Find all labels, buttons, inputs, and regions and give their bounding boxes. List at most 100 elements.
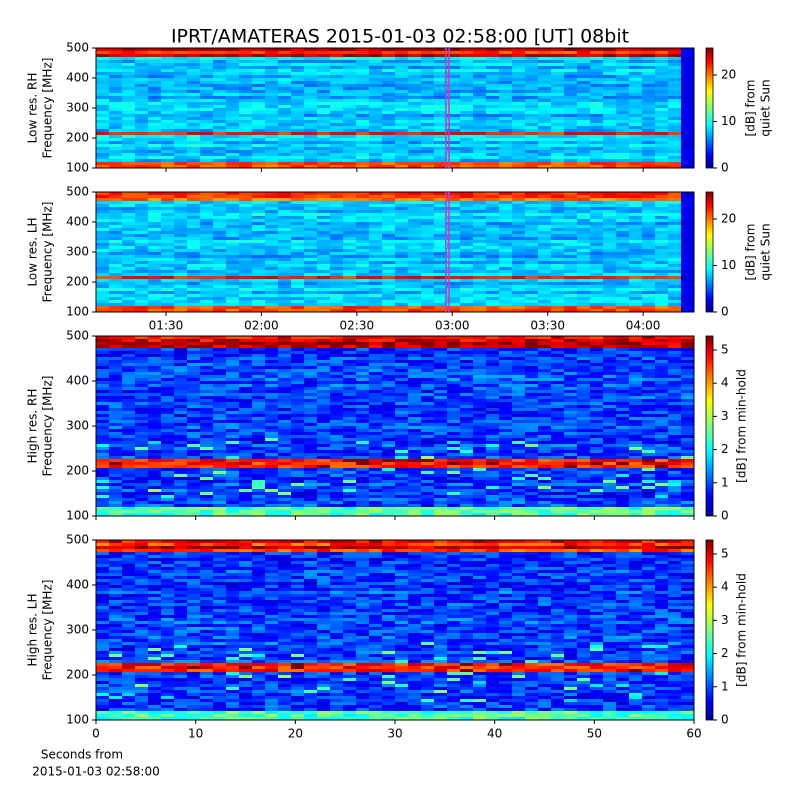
spectrogram-cell xyxy=(551,279,564,282)
spectrogram-cell xyxy=(668,228,681,231)
spectrogram-cell xyxy=(226,414,239,417)
spectrogram-cell xyxy=(629,114,642,117)
spectrogram-cell xyxy=(642,345,655,348)
spectrogram-cell xyxy=(395,207,408,210)
spectrogram-cell xyxy=(187,201,200,204)
spectrogram-cell xyxy=(395,393,408,396)
spectrogram-cell xyxy=(525,396,538,399)
spectrogram-cell xyxy=(226,285,239,288)
spectrogram-cell xyxy=(512,375,525,378)
spectrogram-cell xyxy=(382,345,395,348)
spectrogram-cell xyxy=(525,408,538,411)
spectrogram-cell xyxy=(304,72,317,75)
spectrogram-cell xyxy=(525,285,538,288)
spectrogram-cell xyxy=(629,297,642,300)
spectrogram-cell xyxy=(109,375,122,378)
spectrogram-cell xyxy=(226,258,239,261)
spectrogram-cell xyxy=(187,120,200,123)
spectrogram-cell xyxy=(291,72,304,75)
spectrogram-cell xyxy=(304,390,317,393)
spectrogram-cell xyxy=(330,282,343,285)
spectrogram-cell xyxy=(499,264,512,267)
spectrogram-cell xyxy=(655,366,668,369)
spectrogram-cell xyxy=(304,105,317,108)
spectrogram-cell xyxy=(629,60,642,63)
spectrogram-cell xyxy=(629,93,642,96)
spectrogram-cell xyxy=(343,93,356,96)
spectrogram-cell xyxy=(603,132,616,135)
spectrogram-cell xyxy=(291,216,304,219)
spectrogram-cell xyxy=(304,57,317,60)
spectrogram-cell xyxy=(421,54,434,57)
spectrogram-cell xyxy=(447,363,460,366)
spectrogram-cell xyxy=(252,66,265,69)
spectrogram-cell xyxy=(408,294,421,297)
spectrogram-cell xyxy=(603,282,616,285)
spectrogram-cell xyxy=(577,354,590,357)
spectrogram-cell xyxy=(252,123,265,126)
spectrogram-cell xyxy=(330,69,343,72)
spectrogram-cell xyxy=(161,156,174,159)
spectrogram-cell xyxy=(161,255,174,258)
spectrogram-cell xyxy=(122,378,135,381)
spectrogram-cell xyxy=(421,222,434,225)
spectrogram-cell xyxy=(603,144,616,147)
spectrogram-cell xyxy=(369,279,382,282)
spectrogram-cell xyxy=(499,69,512,72)
spectrogram-cell xyxy=(135,144,148,147)
y-axis-label: Low res. RH xyxy=(26,73,40,144)
spectrogram-cell xyxy=(460,69,473,72)
spectrogram-cell xyxy=(317,162,330,165)
spectrogram-cell xyxy=(226,156,239,159)
spectrogram-cell xyxy=(577,87,590,90)
spectrogram-cell xyxy=(629,354,642,357)
spectrogram-cell xyxy=(590,117,603,120)
spectrogram-cell xyxy=(525,141,538,144)
spectrogram-cell xyxy=(239,282,252,285)
spectrogram-cell xyxy=(369,123,382,126)
spectrogram-cell xyxy=(512,255,525,258)
spectrogram-cell xyxy=(96,153,109,156)
spectrogram-cell xyxy=(148,90,161,93)
spectrogram-cell xyxy=(460,162,473,165)
spectrogram-cell xyxy=(356,108,369,111)
spectrogram-cell xyxy=(590,198,603,201)
spectrogram-cell xyxy=(200,96,213,99)
spectrogram-cell xyxy=(291,234,304,237)
spectrogram-cell xyxy=(291,354,304,357)
spectrogram-cell xyxy=(252,246,265,249)
spectrogram-cell xyxy=(213,306,226,309)
spectrogram-cell xyxy=(291,300,304,303)
spectrogram-cell xyxy=(369,129,382,132)
spectrogram-cell xyxy=(421,351,434,354)
spectrogram-cell xyxy=(356,96,369,99)
spectrogram-cell xyxy=(421,108,434,111)
spectrogram-cell xyxy=(96,198,109,201)
spectrogram-cell xyxy=(395,402,408,405)
spectrogram-cell xyxy=(564,279,577,282)
spectrogram-cell xyxy=(538,105,551,108)
spectrogram-cell xyxy=(668,150,681,153)
spectrogram-cell xyxy=(434,66,447,69)
spectrogram-cell xyxy=(447,381,460,384)
spectrogram-cell xyxy=(213,105,226,108)
spectrogram-cell xyxy=(304,228,317,231)
spectrogram-cell xyxy=(460,396,473,399)
spectrogram-cell xyxy=(681,357,694,360)
spectrogram-cell xyxy=(278,207,291,210)
spectrogram-cell xyxy=(174,414,187,417)
spectrogram-cell xyxy=(499,102,512,105)
spectrogram-cell xyxy=(564,303,577,306)
spectrogram-cell xyxy=(252,297,265,300)
spectrogram-cell xyxy=(213,90,226,93)
spectrogram-cell xyxy=(317,159,330,162)
spectrogram-cell xyxy=(681,129,694,132)
spectrogram-cell xyxy=(616,342,629,345)
spectrogram-cell xyxy=(681,375,694,378)
spectrogram-cell xyxy=(265,267,278,270)
spectrogram-cell xyxy=(187,378,200,381)
spectrogram-cell xyxy=(460,63,473,66)
spectrogram-cell xyxy=(668,57,681,60)
spectrogram-cell xyxy=(460,255,473,258)
spectrogram-cell xyxy=(603,396,616,399)
